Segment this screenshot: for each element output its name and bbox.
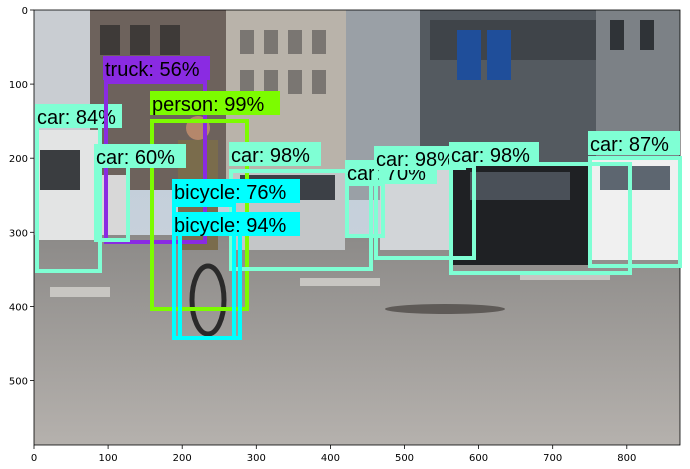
y-tick-label: 500	[9, 377, 28, 388]
detection-label-background	[449, 142, 539, 166]
detection-person-99: person: 99%	[150, 91, 280, 311]
x-tick-label: 0	[31, 453, 37, 464]
detection-box	[588, 156, 682, 268]
detection-label-background	[229, 142, 321, 166]
detection-label-background	[150, 91, 280, 115]
x-tick-label: 600	[469, 453, 488, 464]
x-tick-label: 500	[395, 453, 414, 464]
x-tick-label: 800	[617, 453, 636, 464]
detection-bicycle-94: bicycle: 94%	[172, 212, 300, 340]
detection-label: bicycle: 94%	[174, 215, 286, 237]
y-tick-label: 300	[9, 228, 28, 239]
detection-label: car: 84%	[37, 107, 116, 129]
detection-car-60: car: 60%	[94, 144, 186, 242]
detection-car-87: car: 87%	[588, 131, 682, 268]
detection-label: car: 60%	[96, 147, 175, 169]
y-axis: 0 100 200 300 400 500	[9, 6, 34, 388]
detection-box	[449, 162, 632, 275]
detection-label: bicycle: 76%	[174, 182, 286, 204]
x-tick-label: 200	[173, 453, 192, 464]
x-tick-label: 100	[99, 453, 118, 464]
detection-label-background	[172, 212, 300, 236]
detection-label-background	[588, 131, 680, 155]
detection-label: person: 99%	[152, 94, 265, 116]
y-tick-label: 100	[9, 80, 28, 91]
detection-label: car: 98%	[451, 145, 530, 167]
detection-label-background	[172, 179, 300, 203]
x-tick-label: 700	[543, 453, 562, 464]
x-axis: 0 100 200 300 400 500 600 700 800	[31, 445, 636, 464]
y-tick-label: 0	[22, 6, 28, 17]
y-tick-label: 200	[9, 154, 28, 165]
detection-label: car: 98%	[376, 149, 455, 171]
detection-label-background	[103, 56, 210, 80]
detection-label: car: 98%	[231, 145, 310, 167]
detection-label: truck: 56%	[105, 59, 200, 81]
detection-car-98-black: car: 98%	[449, 142, 632, 275]
x-tick-label: 400	[321, 453, 340, 464]
street-photo	[34, 10, 680, 445]
x-tick-label: 300	[247, 453, 266, 464]
detection-overlays: car: 84% truck: 56% person: 99% car: 60%…	[35, 56, 682, 340]
detection-label-background	[94, 144, 186, 168]
detection-label: car: 87%	[590, 134, 669, 156]
y-tick-label: 400	[9, 302, 28, 313]
